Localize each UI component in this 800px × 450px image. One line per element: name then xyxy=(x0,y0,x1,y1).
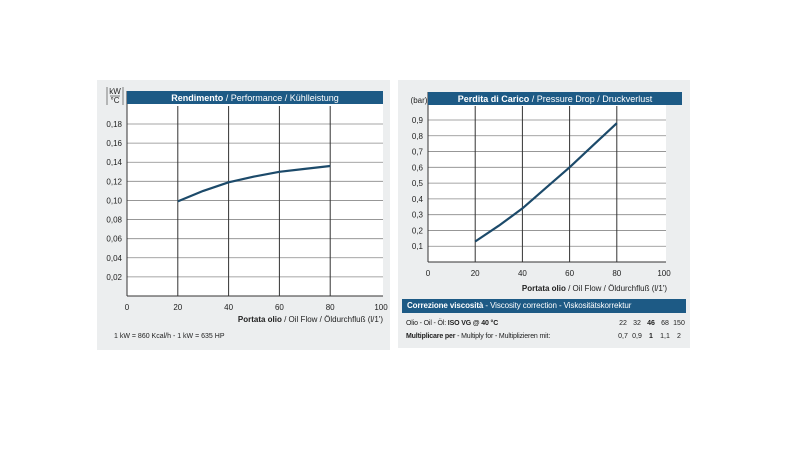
y-unit-brackets xyxy=(106,87,124,105)
viscosity-grade-value: 46 xyxy=(647,320,655,327)
multiplier-value: 0,7 xyxy=(618,333,628,340)
y-tick-label: 0,5 xyxy=(412,179,424,188)
y-tick-label: 0,1 xyxy=(412,242,424,251)
y-tick-label: 0,6 xyxy=(412,163,424,172)
y-tick-label: 0,10 xyxy=(106,196,122,205)
y-tick-label: 0,18 xyxy=(106,120,122,129)
chart-title: Perdita di Carico / Pressure Drop / Druc… xyxy=(458,94,653,104)
x-tick-label: 40 xyxy=(518,269,527,278)
y-axis-label-top: kW xyxy=(109,87,121,96)
viscosity-grade-value: 150 xyxy=(673,320,685,327)
x-tick-label: 40 xyxy=(224,303,233,312)
plot-area xyxy=(127,104,383,296)
multiplier-value: 1,1 xyxy=(660,333,670,340)
x-tick-label: 20 xyxy=(173,303,182,312)
x-tick-label: 0 xyxy=(426,269,431,278)
x-tick-label: 60 xyxy=(275,303,284,312)
y-tick-label: 0,12 xyxy=(106,177,122,186)
y-tick-label: 0,7 xyxy=(412,148,424,157)
multiplier-value: 2 xyxy=(677,333,681,340)
y-tick-label: 0,16 xyxy=(106,139,122,148)
y-tick-label: 0,3 xyxy=(412,211,424,220)
y-tick-label: 0,4 xyxy=(412,195,424,204)
viscosity-header: Correzione viscosità - Viscosity correct… xyxy=(402,299,686,313)
oil-grade-label: ISO VG @ 40 °C xyxy=(447,320,499,327)
chart-title-bar xyxy=(428,92,682,105)
multiply-label-rest: - Multiply for - Multiplizieren mit: xyxy=(455,333,551,340)
viscosity-grade-value: 32 xyxy=(633,320,641,327)
chart-title-bar xyxy=(127,91,383,104)
y-tick-label: 0,08 xyxy=(106,216,122,225)
x-axis-label: Portata olio / Oil Flow / Öldurchfluß (l… xyxy=(522,284,667,293)
viscosity-row-multiply: Multiplicare per - Multiply for - Multip… xyxy=(406,332,550,341)
chart-title: Rendimento / Performance / Kühlleistung xyxy=(171,93,339,103)
x-tick-label: 100 xyxy=(657,269,671,278)
unit-conversion-note: 1 kW = 860 Kcal/h - 1 kW = 635 HP xyxy=(114,333,225,340)
y-tick-label: 0,06 xyxy=(106,235,122,244)
y-tick-label: 0,2 xyxy=(412,226,424,235)
x-tick-label: 80 xyxy=(326,303,335,312)
y-tick-label: 0,14 xyxy=(106,158,122,167)
y-tick-label: 0,9 xyxy=(412,116,424,125)
series-curve xyxy=(177,164,331,203)
viscosity-grade-value: 22 xyxy=(619,320,627,327)
y-axis-label-bottom: °C xyxy=(111,96,120,105)
viscosity-grade-value: 68 xyxy=(661,320,669,327)
multiplier-value: 0,9 xyxy=(632,333,642,340)
oil-label: Olio - Oil - Öl: xyxy=(406,320,448,327)
x-tick-label: 60 xyxy=(565,269,574,278)
series-curve xyxy=(474,122,618,243)
y-tick-label: 0,04 xyxy=(106,254,122,263)
multiplier-value: 1 xyxy=(649,333,653,340)
viscosity-subtitle: - Viscosity correction - Viskositätskorr… xyxy=(483,301,632,310)
y-tick-label: 0,8 xyxy=(412,132,424,141)
x-axis-label: Portata olio / Oil Flow / Öldurchfluß (l… xyxy=(238,315,383,324)
x-tick-label: 100 xyxy=(374,303,388,312)
viscosity-row-oil: Olio - Oil - Öl: ISO VG @ 40 °C xyxy=(406,319,498,328)
viscosity-title: Correzione viscosità xyxy=(407,301,484,310)
x-tick-label: 80 xyxy=(612,269,621,278)
multiply-label: Multiplicare per xyxy=(406,333,456,340)
y-tick-label: 0,02 xyxy=(106,273,122,282)
x-tick-label: 20 xyxy=(471,269,480,278)
y-axis-label: (bar) xyxy=(411,96,428,105)
x-tick-label: 0 xyxy=(125,303,130,312)
